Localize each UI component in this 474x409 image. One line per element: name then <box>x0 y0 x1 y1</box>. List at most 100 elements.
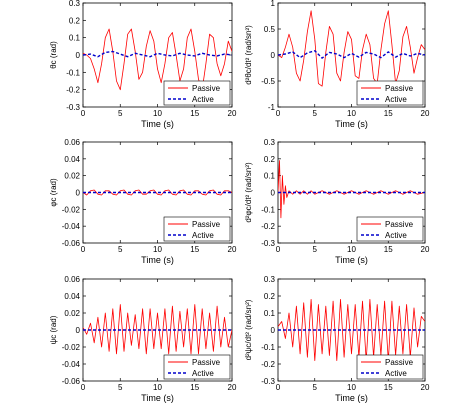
x-tick-label: 0 <box>276 245 281 254</box>
y-tick-label: 0 <box>76 189 81 198</box>
subplot-5: 0 5 10 15 20 -0.06 -0.04 -0.02 0 0.02 0.04 0.06 Time… <box>49 275 237 403</box>
y-tick-label: 0.2 <box>69 16 81 25</box>
legend: Passive Active <box>163 354 231 380</box>
x-axis-label: Time (s) <box>335 255 368 265</box>
y-axis-label: θc (rad) <box>49 41 58 69</box>
legend-label-active: Active <box>192 369 214 378</box>
series-line-active <box>83 50 232 58</box>
x-tick-label: 15 <box>190 383 199 392</box>
x-tick-label: 0 <box>81 109 86 118</box>
x-tick-label: 0 <box>276 383 281 392</box>
plot-area <box>278 298 425 362</box>
y-tick-label: -0.06 <box>62 377 81 386</box>
legend-label-passive: Passive <box>192 220 221 229</box>
y-tick-label: 0.1 <box>264 172 276 181</box>
y-tick-label: 0.2 <box>264 155 276 164</box>
y-axis-label: d²φc/dt² (rad/sn²) <box>244 162 253 223</box>
legend-label-active: Active <box>385 95 407 104</box>
legend: Passive Active <box>163 80 231 106</box>
x-tick-label: 10 <box>153 245 162 254</box>
legend-box <box>356 216 424 242</box>
x-axis-label: Time (s) <box>141 255 174 265</box>
y-tick-label: 0 <box>76 51 81 60</box>
y-tick-label: -0.1 <box>66 68 80 77</box>
x-axis-label: Time (s) <box>335 119 368 129</box>
y-tick-label: 0 <box>271 51 276 60</box>
series-line-passive <box>83 28 232 91</box>
x-tick-label: 5 <box>118 245 123 254</box>
x-tick-label: 10 <box>153 109 162 118</box>
legend-box <box>163 216 231 242</box>
y-tick-label: 0.5 <box>264 25 276 34</box>
x-tick-label: 20 <box>228 109 237 118</box>
legend-label-passive: Passive <box>385 358 414 367</box>
legend-label-active: Active <box>192 231 214 240</box>
subplot-1: 0 5 10 15 20 -0.3 -0.2 -0.1 0 0.1 0.2 0.3 Time (s) θc… <box>49 0 237 129</box>
x-axis-label: Time (s) <box>141 393 174 403</box>
legend-label-active: Active <box>192 95 214 104</box>
x-axis-label: Time (s) <box>335 393 368 403</box>
y-tick-label: 1 <box>271 0 276 8</box>
x-tick-label: 0 <box>81 383 86 392</box>
y-tick-label: 0.06 <box>64 275 80 284</box>
x-tick-label: 20 <box>228 383 237 392</box>
y-tick-label: -0.1 <box>261 343 275 352</box>
y-tick-label: 0.1 <box>264 309 276 318</box>
plot-area <box>278 160 425 219</box>
y-tick-label: 0.06 <box>64 138 80 147</box>
x-tick-label: 5 <box>118 109 123 118</box>
series-line-active <box>278 50 425 59</box>
y-axis-label: ψc (rad) <box>49 315 58 344</box>
legend-label-passive: Passive <box>192 358 221 367</box>
y-tick-label: 0.3 <box>69 0 81 8</box>
x-tick-label: 15 <box>384 245 393 254</box>
series-line-passive <box>278 10 425 87</box>
y-tick-label: 0.04 <box>64 155 80 164</box>
y-tick-label: -0.2 <box>66 86 80 95</box>
legend: Passive Active <box>356 216 424 242</box>
y-tick-label: -0.5 <box>261 77 275 86</box>
legend-label-active: Active <box>385 369 407 378</box>
legend-box <box>356 80 424 106</box>
x-axis-label: Time (s) <box>141 119 174 129</box>
y-tick-label: -0.02 <box>62 205 81 214</box>
x-tick-label: 5 <box>313 109 318 118</box>
subplot-4: 0 5 10 15 20 -0.3 -0.2 -0.1 0 0.1 0.2 0.3 Time (s) d²… <box>244 138 430 265</box>
x-tick-label: 15 <box>190 109 199 118</box>
plot-area <box>83 189 232 196</box>
y-axis-label: φc (rad) <box>49 178 58 207</box>
legend: Passive Active <box>356 354 424 380</box>
y-tick-label: 0.3 <box>264 138 276 147</box>
y-tick-label: -0.2 <box>261 222 275 231</box>
x-tick-label: 15 <box>384 383 393 392</box>
y-tick-label: 0 <box>271 189 276 198</box>
legend-box <box>163 354 231 380</box>
legend: Passive Active <box>356 80 424 106</box>
legend: Passive Active <box>163 216 231 242</box>
subplot-2: 0 5 10 15 20 -1 -0.5 0 0.5 1 Time (s) d²θc/dt² (rad… <box>244 0 430 129</box>
x-tick-label: 10 <box>347 245 356 254</box>
x-tick-label: 0 <box>81 245 86 254</box>
plot-area <box>278 10 425 87</box>
x-tick-label: 10 <box>347 109 356 118</box>
legend-box <box>163 80 231 106</box>
plot-area <box>83 28 232 91</box>
x-tick-label: 20 <box>421 109 430 118</box>
y-tick-label: -0.2 <box>261 360 275 369</box>
y-tick-label: 0 <box>76 326 81 335</box>
x-tick-label: 5 <box>313 383 318 392</box>
y-tick-label: -0.3 <box>261 377 275 386</box>
y-tick-label: -1 <box>268 103 276 112</box>
x-tick-label: 20 <box>421 383 430 392</box>
subplot-3: 0 5 10 15 20 -0.06 -0.04 -0.02 0 0.02 0.04 0.06 Time… <box>49 138 237 265</box>
y-tick-label: 0.3 <box>264 275 276 284</box>
y-axis-label: d²θc/dt² (rad/sn²) <box>244 25 253 85</box>
y-tick-label: -0.1 <box>261 205 275 214</box>
x-tick-label: 10 <box>153 383 162 392</box>
y-tick-label: 0.2 <box>264 292 276 301</box>
y-tick-label: -0.3 <box>66 103 80 112</box>
x-tick-label: 10 <box>347 383 356 392</box>
y-tick-label: -0.04 <box>62 360 81 369</box>
subplot-6: 0 5 10 15 20 -0.3 -0.2 -0.1 0 0.1 0.2 0.3 Time (s) d²… <box>244 275 430 403</box>
